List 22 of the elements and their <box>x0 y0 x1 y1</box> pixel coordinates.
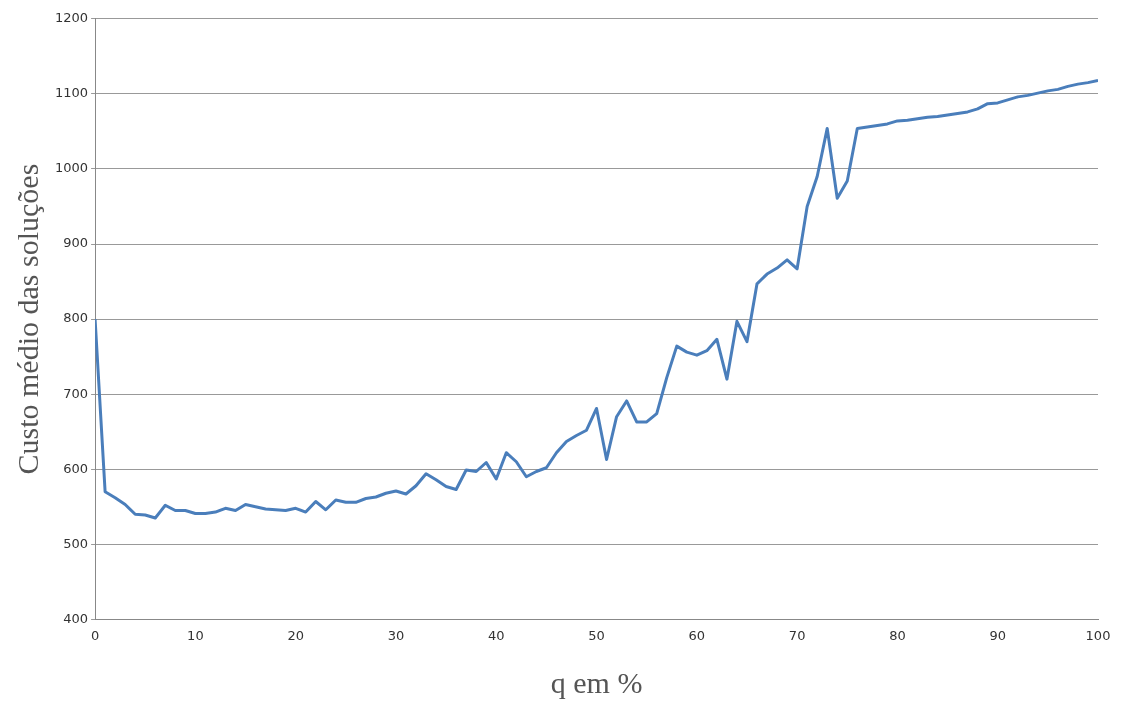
x-tick-label: 80 <box>889 627 906 643</box>
x-tick-label: 70 <box>788 627 806 643</box>
x-tick-label: 30 <box>387 627 405 643</box>
x-tick-label: 100 <box>1085 627 1111 643</box>
x-tick-label: 20 <box>287 627 304 643</box>
y-tick-label: 1000 <box>54 160 89 176</box>
x-tick-label: 50 <box>588 627 605 643</box>
y-tick-label: 1200 <box>54 10 89 26</box>
x-tick-label: 0 <box>90 627 100 643</box>
x-axis-title: q em % <box>550 665 643 699</box>
y-tick-label: 1100 <box>54 85 89 101</box>
x-tick-label: 90 <box>989 627 1006 643</box>
y-axis-title: Custo médio das soluções <box>10 163 44 475</box>
y-tick-label: 500 <box>63 535 89 551</box>
x-tick-label: 10 <box>187 627 204 643</box>
y-tick-label: 600 <box>63 460 89 476</box>
y-tick-label: 800 <box>63 310 89 326</box>
y-tick-label: 900 <box>63 235 89 251</box>
x-tick-label: 60 <box>688 627 706 643</box>
x-tick-label: 40 <box>487 627 505 643</box>
y-tick-label: 400 <box>63 610 89 626</box>
y-tick-label: 700 <box>63 385 89 401</box>
